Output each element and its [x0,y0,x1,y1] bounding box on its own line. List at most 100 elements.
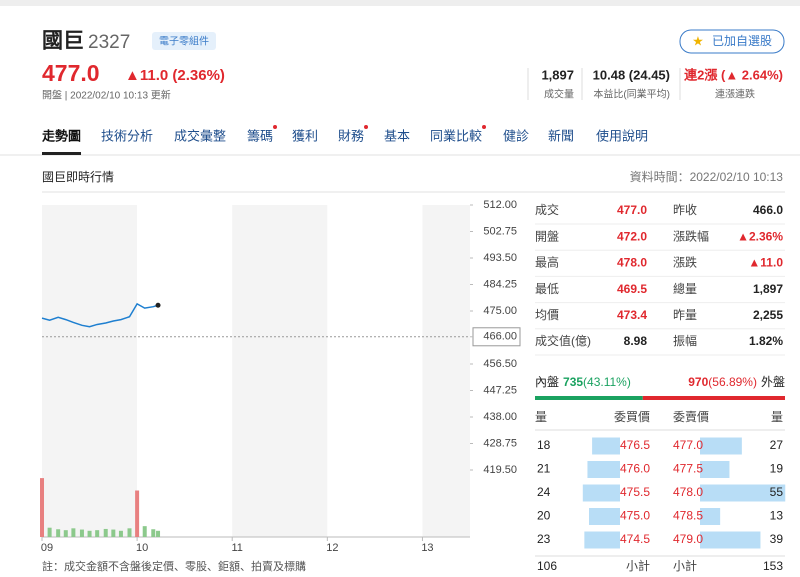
price: 477.0 [42,60,100,86]
quote-value: 469.5 [617,282,647,296]
volume-bar [79,529,84,537]
y-tick-label: 484.25 [483,278,517,290]
bid-total: 106 [537,559,557,573]
y-tick-label: 502.75 [483,225,517,237]
volume-bar [156,530,161,537]
bid-qty: 23 [537,532,551,546]
inner-volume: 735 [563,375,583,389]
star-icon: ★ [692,33,704,48]
stat-value: 10.48 (24.45) [593,67,670,82]
ask-price: 477.5 [673,462,703,476]
quote-value: 473.4 [617,308,647,322]
quote-value: 8.98 [624,334,648,348]
y-tick-label: 456.50 [483,358,517,370]
quote-label: 昨收 [673,203,697,217]
tab[interactable]: 健診 [503,128,529,143]
x-tick-label: 10 [136,542,148,554]
x-tick-label: 13 [421,542,433,554]
tab-active-underline [42,152,82,155]
bid-price: 475.0 [620,509,650,523]
quote-value: 472.0 [617,229,647,243]
last-point [155,302,161,308]
quote-label: 總量 [673,281,697,296]
volume-bar [127,528,132,537]
ask-price: 479.0 [673,532,703,546]
y-tick-label: 466.00 [483,331,517,343]
note: 註：成交金額不含盤後定價、零股、鉅額、拍賣及標購 [42,559,306,573]
tab[interactable]: 新聞 [548,128,574,143]
tab[interactable]: 財務 [338,128,364,143]
quote-label: 漲跌 [673,255,697,270]
bid-qty: 20 [537,509,551,523]
ask-total-label: 小計 [673,558,697,573]
stat-label: 本益比(同業平均) [593,88,670,101]
stat-value: 1,897 [541,67,574,82]
bid-price: 475.5 [620,485,650,499]
volume-bar [135,490,140,537]
book-header: 量 [535,410,547,424]
bid-price: 476.5 [620,438,650,452]
tab[interactable]: 基本 [384,128,410,143]
quote-value: 1.82% [749,334,783,348]
ask-price: 478.0 [673,485,703,499]
price-line [41,302,159,328]
ask-bar [700,508,721,525]
volume-bar [40,478,44,537]
stat-label: 連漲連跌 [715,88,755,101]
tab[interactable]: 技術分析 [101,128,153,143]
bid-qty: 21 [537,462,551,476]
stock-code: 2327 [88,32,130,53]
bid-qty: 18 [537,438,551,452]
outer-bar [642,396,785,400]
quote-value: 478.0 [617,256,647,270]
ask-bar [700,531,761,549]
x-tick-label: 11 [232,542,243,554]
data-time: 資料時間：2022/02/10 10:13 [630,170,784,184]
bid-price: 476.0 [620,462,650,476]
quote-label: 漲跌幅 [673,228,709,243]
y-tick-label: 493.50 [483,252,517,264]
volume-bar [71,528,76,537]
tab[interactable]: 同業比較 [430,128,482,143]
ask-qty: 55 [770,485,784,499]
stat-value: 連2漲 (▲ 2.64%) [684,67,783,82]
y-tick-label: 512.00 [483,199,517,211]
quote-label: 成交值(億) [535,333,591,348]
watch-button[interactable] [679,29,785,54]
tab[interactable]: 籌碼 [247,128,273,143]
bid-bar [592,437,620,455]
bid-bar [587,461,620,478]
tab[interactable]: 走勢圖 [42,128,81,143]
ask-price: 477.0 [673,438,703,452]
plot-band [232,205,328,537]
quote-label: 開盤 [535,229,559,243]
tab[interactable]: 獲利 [292,128,318,143]
volume-bar [95,530,100,537]
volume-bar [142,526,147,537]
volume-bar [151,529,156,537]
tab[interactable]: 成交彙整 [174,128,226,143]
tab-badge-dot [482,125,487,129]
ask-total: 153 [763,559,783,573]
inner-label: 內盤 [535,375,559,389]
sector-badge [152,32,216,50]
tab-badge-dot [364,125,369,129]
ask-qty: 13 [770,509,784,523]
ask-bar [700,437,742,455]
quote-label: 最低 [535,282,559,296]
quote-label: 最高 [535,255,559,270]
section-title: 國巨即時行情 [42,170,114,184]
quote-label: 昨量 [673,308,697,322]
tab[interactable]: 使用說明 [596,128,648,143]
watch-label[interactable]: 已加自選股 [712,34,772,48]
quote-value: 1,897 [753,282,783,296]
book-header: 委買價 [614,410,650,424]
plot-band [137,205,233,537]
outer-volume: 970 [688,375,708,389]
y-tick-label: 475.00 [483,305,517,317]
volume-bar [87,530,92,537]
quote-value: 466.0 [753,203,783,217]
ask-qty: 19 [770,462,784,476]
